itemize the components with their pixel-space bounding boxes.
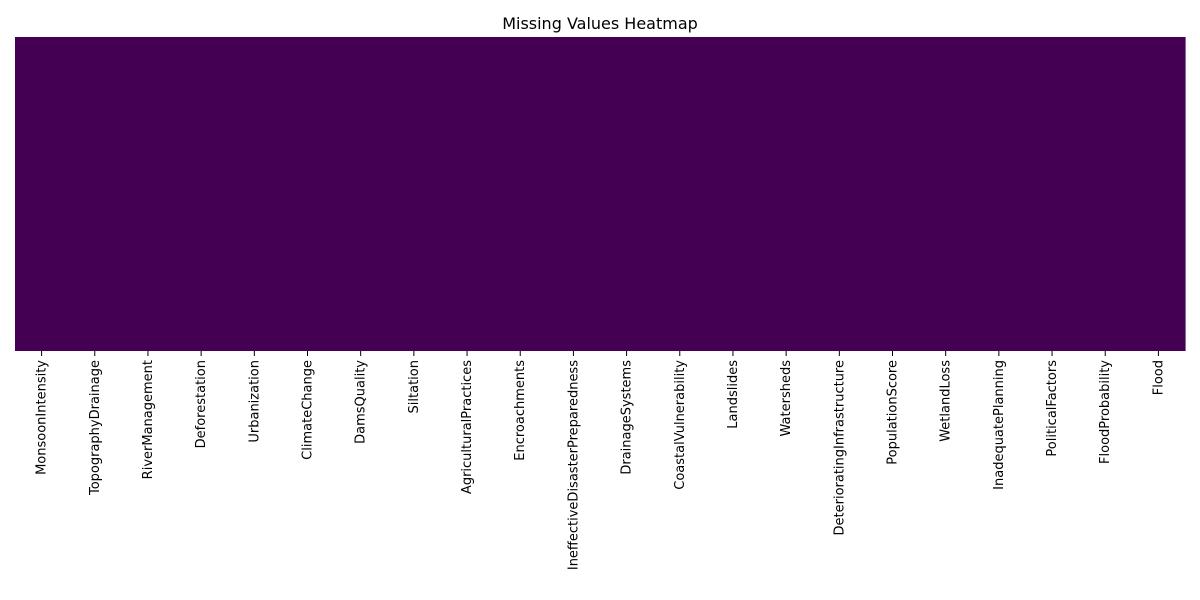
heatmap-cell-Landslides [706,37,761,351]
heatmap-cells [15,37,1186,351]
x-tick-label: InadequatePlanning [992,360,1007,490]
heatmap-cell-Watersheds [759,37,814,351]
chart-title: Missing Values Heatmap [502,14,698,33]
x-tick-label: Urbanization [247,360,262,443]
heatmap-cell-DeterioratingInfrastructure [812,37,867,351]
heatmap-cell-Flood [1131,37,1186,351]
heatmap-cell-AgriculturalPractices [440,37,495,351]
x-tick-label: DeterioratingInfrastructure [832,360,847,535]
x-tick-label: TopographyDrainage [88,360,103,496]
x-tick-label: FloodProbability [1098,360,1113,464]
heatmap-cell-PopulationScore [865,37,920,351]
x-tick-label: Watersheds [779,360,794,437]
x-tick-label: PopulationScore [886,360,901,465]
x-tick-label: Deforestation [194,360,209,448]
x-tick-label: Encroachments [513,360,528,461]
x-tick-label: Flood [1151,360,1166,395]
x-tick-label: PoliticalFactors [1045,360,1060,457]
x-tick-label: RiverManagement [141,360,156,479]
heatmap-cell-FloodProbability [1078,37,1133,351]
x-tick-label: Siltation [407,360,422,413]
heatmap-cell-TopographyDrainage [68,37,122,351]
heatmap-cell-WetlandLoss [919,37,973,351]
heatmap-cell-ClimateChange [280,37,335,351]
heatmap-cell-MonsoonIntensity [15,37,69,351]
x-tick-label: IneffectiveDisasterPreparedness [566,360,581,570]
heatmap-cell-DrainageSystems [600,37,654,351]
x-axis-ticks: MonsoonIntensity TopographyDrainage RiverM… [35,351,1166,570]
heatmap-cell-CoastalVulnerability [653,37,707,351]
heatmap-cell-RiverManagement [121,37,176,351]
x-tick-label: Landslides [726,360,741,429]
heatmap-cell-Urbanization [227,37,282,351]
heatmap-cell-IneffectiveDisasterPreparedness [546,37,601,351]
heatmap-cell-Encroachments [493,37,548,351]
x-tick-label: DrainageSystems [620,360,635,475]
heatmap-cell-InadequatePlanning [972,37,1027,351]
heatmap-cell-PoliticalFactors [1025,37,1080,351]
x-tick-label: WetlandLoss [939,360,954,442]
heatmap-cell-Siltation [387,37,442,351]
heatmap-cell-DamsQuality [334,37,388,351]
x-tick-label: MonsoonIntensity [35,360,50,475]
x-tick-label: CoastalVulnerability [673,360,688,490]
x-tick-label: ClimateChange [301,360,316,460]
heatmap-cell-Deforestation [174,37,229,351]
x-tick-label: DamsQuality [354,360,369,444]
x-tick-label: AgriculturalPractices [460,360,475,494]
